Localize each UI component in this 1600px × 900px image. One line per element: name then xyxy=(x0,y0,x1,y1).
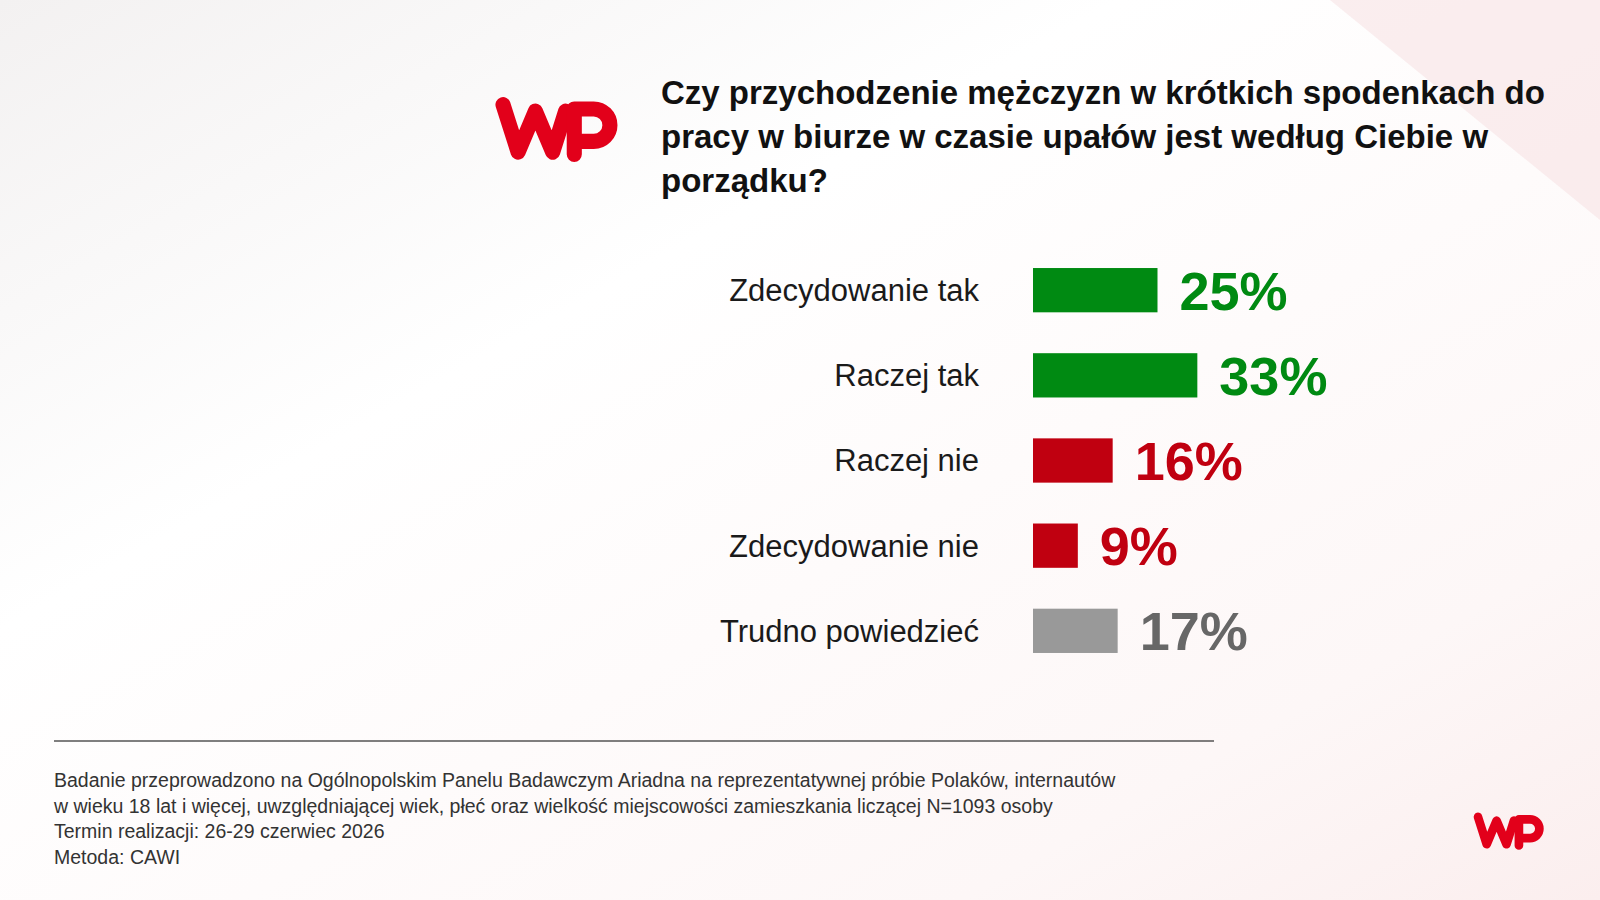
data-label: 33% xyxy=(1219,346,1327,406)
footnote: Badanie przeprowadzono na Ogólnopolskim … xyxy=(53,769,1116,868)
data-label: 9% xyxy=(1100,516,1178,576)
logo-p xyxy=(1519,819,1539,845)
data-label: 16% xyxy=(1135,431,1243,491)
logo-w xyxy=(503,105,566,153)
footnote-line: Badanie przeprowadzono na Ogólnopolskim … xyxy=(54,769,1116,791)
chart: Czy przychodzenie mężczyzn w krótkich sp… xyxy=(0,0,1600,900)
logo xyxy=(1478,817,1539,846)
category-labels: Zdecydowanie tak Raczej tak Raczej nie Zdec… xyxy=(720,273,980,649)
category-label: Raczej nie xyxy=(834,443,979,478)
bar xyxy=(1033,353,1197,397)
category-label: Raczej tak xyxy=(834,358,979,393)
data-label: 25% xyxy=(1180,261,1288,321)
category-label: Zdecydowanie tak xyxy=(729,273,979,308)
data-labels: 25% 33% 16% 9% 17% xyxy=(1100,261,1328,662)
bar xyxy=(1033,609,1118,653)
footnote-line: w wieku 18 lat i więcej, uwzględniającej… xyxy=(53,795,1053,817)
data-label: 17% xyxy=(1140,601,1248,661)
background xyxy=(0,0,1600,900)
footnote-line: Termin realizacji: 26-29 czerwiec 2026 xyxy=(54,820,385,842)
title: Czy przychodzenie mężczyzn w krótkich sp… xyxy=(661,74,1545,199)
bar xyxy=(1033,438,1113,482)
logo-w xyxy=(1478,817,1514,844)
category-label: Zdecydowanie nie xyxy=(729,529,979,564)
footnote-line: Metoda: CAWI xyxy=(54,846,180,868)
bar xyxy=(1033,524,1078,568)
divider xyxy=(54,740,1214,742)
bar xyxy=(1033,268,1158,312)
logo xyxy=(503,105,610,155)
logo-p xyxy=(574,109,610,154)
category-label: Trudno powiedzieć xyxy=(720,614,979,649)
